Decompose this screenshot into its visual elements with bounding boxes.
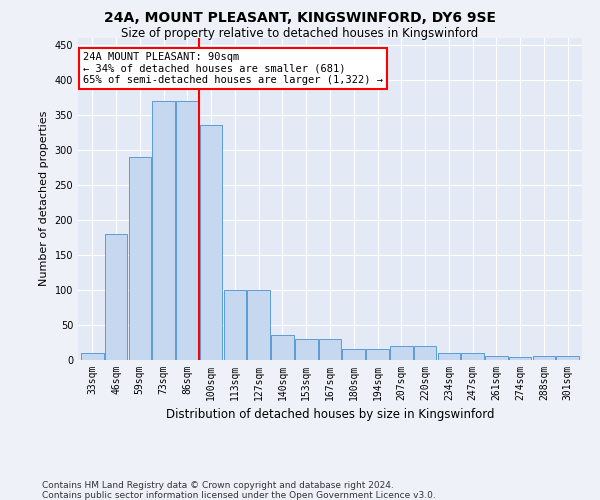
Bar xyxy=(556,356,579,360)
Text: Size of property relative to detached houses in Kingswinford: Size of property relative to detached ho… xyxy=(121,28,479,40)
Bar xyxy=(485,356,508,360)
Bar xyxy=(128,156,151,360)
Bar xyxy=(81,353,104,360)
Bar xyxy=(295,339,317,360)
Bar xyxy=(271,336,294,360)
Bar xyxy=(533,356,555,360)
Text: Contains public sector information licensed under the Open Government Licence v3: Contains public sector information licen… xyxy=(42,491,436,500)
Bar xyxy=(247,290,270,360)
Bar xyxy=(152,100,175,360)
Bar xyxy=(319,339,341,360)
Text: Contains HM Land Registry data © Crown copyright and database right 2024.: Contains HM Land Registry data © Crown c… xyxy=(42,481,394,490)
Text: 24A, MOUNT PLEASANT, KINGSWINFORD, DY6 9SE: 24A, MOUNT PLEASANT, KINGSWINFORD, DY6 9… xyxy=(104,12,496,26)
Bar xyxy=(176,100,199,360)
Bar xyxy=(414,346,436,360)
Text: 24A MOUNT PLEASANT: 90sqm
← 34% of detached houses are smaller (681)
65% of semi: 24A MOUNT PLEASANT: 90sqm ← 34% of detac… xyxy=(83,52,383,85)
Bar xyxy=(105,234,127,360)
Bar xyxy=(461,353,484,360)
X-axis label: Distribution of detached houses by size in Kingswinford: Distribution of detached houses by size … xyxy=(166,408,494,422)
Bar xyxy=(200,125,223,360)
Y-axis label: Number of detached properties: Number of detached properties xyxy=(39,111,49,286)
Bar xyxy=(509,357,532,360)
Bar xyxy=(390,346,413,360)
Bar xyxy=(343,350,365,360)
Bar xyxy=(224,290,246,360)
Bar xyxy=(366,350,389,360)
Bar xyxy=(437,353,460,360)
